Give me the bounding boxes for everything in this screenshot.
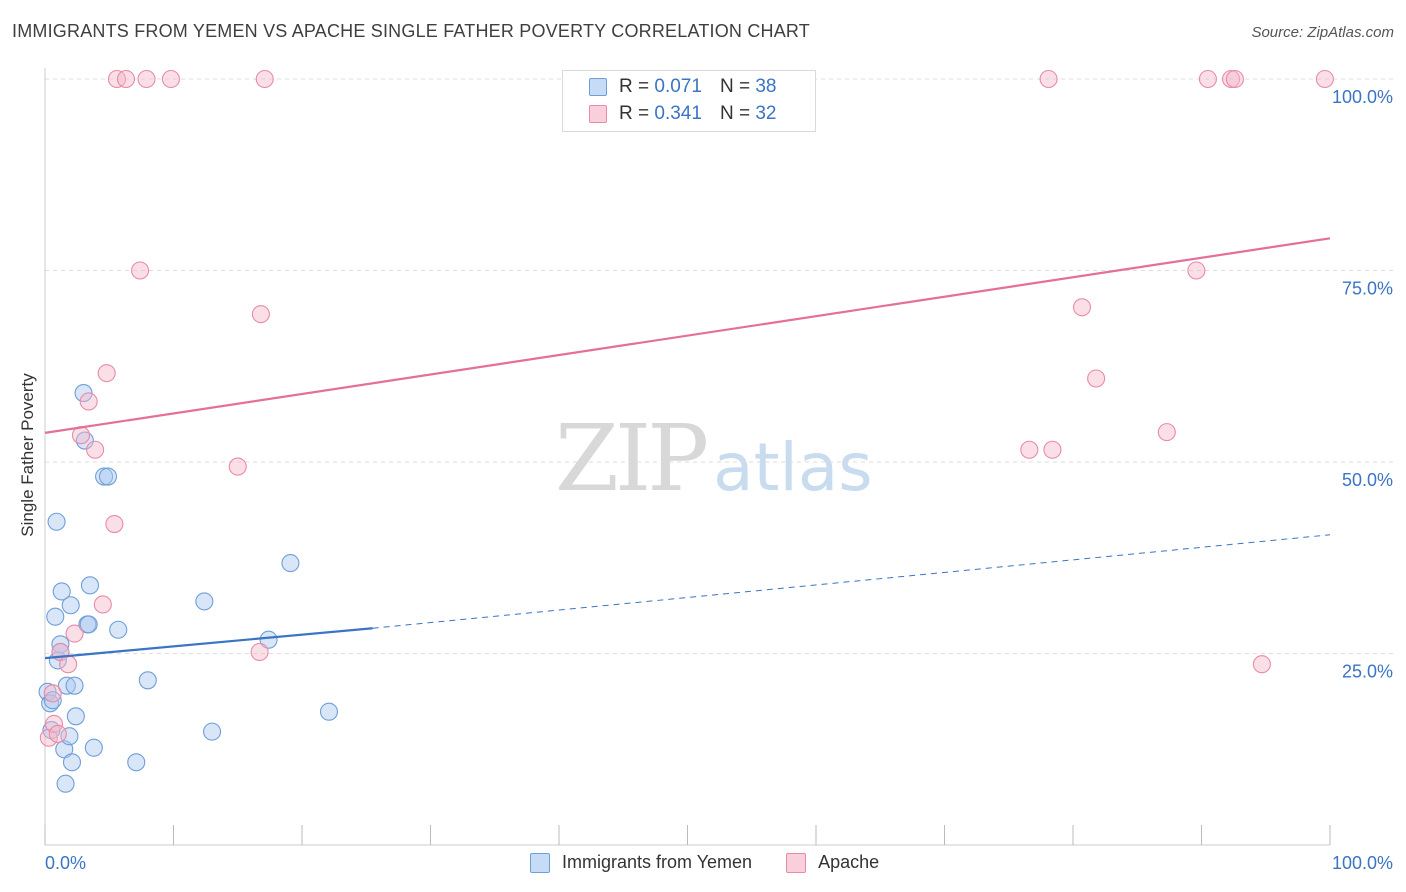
data-point-yemen	[46, 607, 65, 626]
data-point-apache	[1087, 369, 1106, 388]
data-point-apache	[93, 595, 112, 614]
data-point-yemen	[43, 691, 62, 710]
data-point-apache	[97, 364, 116, 383]
data-point-apache	[1187, 261, 1206, 280]
legend-n-value: 32	[755, 103, 777, 124]
source-label: Source: ZipAtlas.com	[1251, 24, 1394, 41]
data-point-apache	[251, 305, 270, 324]
data-point-yemen	[84, 738, 103, 757]
data-point-yemen	[95, 467, 114, 486]
data-point-yemen	[259, 630, 278, 649]
data-point-yemen	[61, 596, 80, 615]
data-point-apache	[250, 642, 269, 662]
data-point-apache	[86, 440, 105, 459]
data-point-yemen	[47, 512, 66, 531]
data-point-yemen	[66, 707, 85, 726]
data-point-apache	[1043, 440, 1062, 459]
data-point-yemen	[281, 554, 300, 573]
legend-r-label: R =	[619, 103, 650, 124]
legend-n-value: 38	[755, 76, 777, 97]
data-point-yemen	[62, 753, 82, 772]
data-point-yemen	[79, 615, 98, 634]
y-tick-label: 25.0%	[1342, 662, 1393, 682]
data-point-apache	[1157, 423, 1176, 442]
data-point-apache	[1020, 440, 1039, 459]
data-point-yemen	[60, 727, 79, 746]
data-point-yemen	[319, 702, 339, 721]
correlation-legend: R = 0.071 N = 38 R = 0.341 N = 32	[562, 70, 816, 132]
data-point-yemen	[56, 774, 75, 793]
data-point-apache	[1222, 69, 1241, 89]
data-point-apache	[1252, 655, 1271, 674]
data-point-apache	[59, 655, 78, 674]
data-point-yemen	[57, 676, 76, 695]
legend-swatch-yemen	[589, 78, 607, 96]
data-point-apache	[43, 684, 62, 703]
legend-r-value: 0.071	[654, 76, 702, 97]
legend-n-label: N =	[719, 76, 751, 97]
series-legend-label-yemen: Immigrants from Yemen	[562, 852, 753, 872]
chart-title: IMMIGRANTS FROM YEMEN VS APACHE SINGLE F…	[12, 21, 810, 41]
data-point-apache	[105, 514, 124, 534]
watermark-atlas: atlas	[713, 429, 873, 506]
data-point-apache	[137, 69, 156, 89]
x-tick-label: 100.0%	[1332, 853, 1393, 873]
series-legend-item-apache[interactable]: Apache	[786, 852, 879, 873]
data-point-yemen	[109, 620, 128, 639]
data-point-apache	[79, 392, 98, 411]
data-point-apache	[1198, 69, 1217, 89]
trend-line-yemen	[44, 627, 373, 660]
data-point-yemen	[138, 671, 157, 690]
y-tick-label: 50.0%	[1342, 470, 1393, 490]
series-legend-swatch-apache	[786, 852, 807, 873]
data-point-yemen	[98, 467, 118, 486]
data-point-yemen	[80, 576, 100, 595]
series-legend: Immigrants from Yemen Apache	[530, 852, 913, 873]
data-point-apache	[1225, 69, 1244, 89]
data-point-apache	[65, 624, 84, 643]
data-point-yemen	[51, 635, 70, 654]
data-point-apache	[1039, 69, 1058, 89]
data-point-yemen	[65, 676, 84, 695]
legend-row-apache: R = 0.341 N = 32	[589, 102, 776, 126]
data-point-yemen	[127, 753, 146, 772]
data-point-apache	[116, 69, 136, 89]
legend-n-label: N =	[719, 103, 751, 124]
legend-r-label: R =	[619, 76, 650, 97]
x-tick-label: 0.0%	[45, 853, 86, 873]
legend-r-value: 0.341	[654, 103, 702, 124]
data-point-yemen	[203, 722, 222, 741]
data-point-yemen	[52, 582, 71, 601]
series-legend-swatch-yemen	[530, 852, 550, 873]
data-point-apache	[228, 457, 247, 476]
trend-line-extension-yemen	[372, 534, 1331, 629]
data-point-apache	[161, 69, 180, 89]
y-tick-label: 100.0%	[1332, 87, 1393, 107]
zipatlas-watermark: ZIP atlas	[555, 405, 873, 512]
watermark-zip: ZIP	[555, 405, 709, 512]
data-point-apache	[44, 714, 64, 734]
series-legend-label-apache: Apache	[818, 852, 880, 872]
legend-swatch-apache	[589, 105, 607, 123]
data-point-apache	[39, 728, 58, 747]
data-point-yemen	[74, 384, 93, 403]
data-point-apache	[1315, 69, 1334, 89]
y-tick-label: 75.0%	[1342, 279, 1393, 299]
data-point-yemen	[195, 592, 214, 611]
data-point-apache	[1072, 298, 1092, 317]
data-point-apache	[131, 261, 150, 280]
legend-row-yemen: R = 0.071 N = 38	[589, 75, 776, 99]
data-point-apache	[48, 724, 67, 743]
data-point-apache	[255, 69, 274, 89]
series-legend-item-yemen[interactable]: Immigrants from Yemen	[530, 852, 752, 873]
trend-line-apache	[44, 237, 1331, 434]
